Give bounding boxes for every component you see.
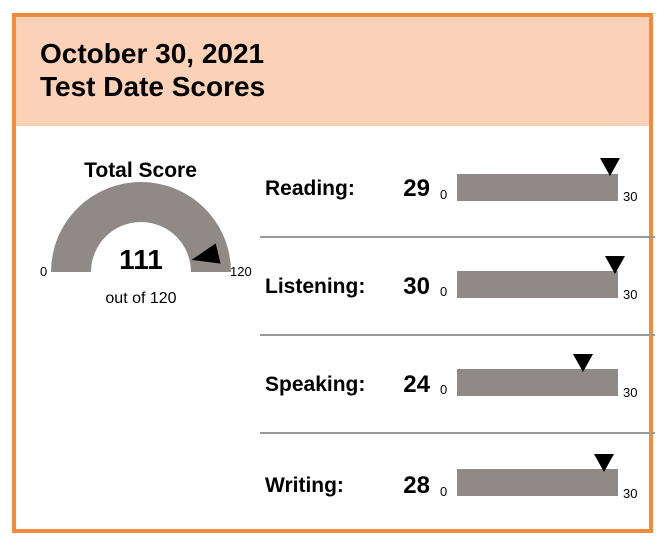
section-row-reading: Reading: 29 0 30 [260,154,655,251]
bar-min-label: 0 [440,187,448,202]
bar-max-label: 30 [623,287,638,302]
score-marker [605,256,625,274]
section-score: 24 [403,371,430,398]
bar-max-label: 30 [623,486,638,501]
total-score-title: Total Score [84,159,197,182]
section-label: Reading: [265,177,355,200]
section-row-listening: Listening: 30 0 30 [260,254,655,351]
score-bar [457,271,618,298]
bar-min-label: 0 [440,382,448,397]
bar-min-label: 0 [440,484,448,499]
row-divider [260,432,655,434]
score-bar [457,174,618,201]
score-marker [572,354,593,372]
test-date: October 30, 2021 [40,38,265,69]
gauge-arc [51,182,231,272]
card-header: October 30, 2021 Test Date Scores [16,17,649,126]
row-divider [260,334,655,336]
score-marker [599,158,620,176]
section-label: Writing: [265,474,344,497]
page-title: Test Date Scores [40,71,266,102]
section-row-writing: Writing: 28 0 30 [260,451,655,548]
score-card: October 30, 2021 Test Date Scores Total … [12,13,655,533]
gauge-max-label: 120 [230,264,252,279]
score-bar [457,469,618,496]
section-row-speaking: Speaking: 24 0 30 [260,352,655,449]
section-label: Speaking: [265,373,366,396]
total-score-value: 111 [119,244,163,275]
section-score: 30 [403,273,430,300]
score-bar [457,369,618,396]
gauge-marker [191,243,221,264]
bar-max-label: 30 [623,385,638,400]
section-score: 29 [403,175,430,202]
bar-min-label: 0 [440,284,448,299]
gauge-min-label: 0 [40,264,48,279]
section-score: 28 [403,472,430,499]
bar-max-label: 30 [623,189,638,204]
section-label: Listening: [265,275,366,298]
row-divider [260,236,655,238]
total-score-out-of: out of 120 [105,290,177,307]
total-score-gauge [51,182,231,272]
score-marker [594,454,615,472]
